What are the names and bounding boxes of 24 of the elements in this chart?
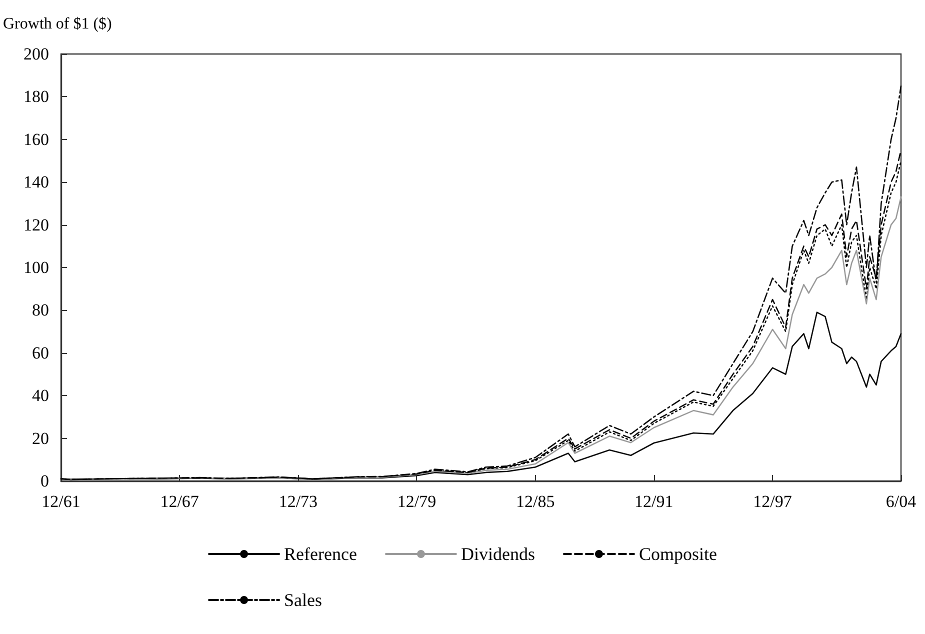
- legend-label: Reference: [284, 544, 357, 564]
- x-tick-label: 6/04: [886, 492, 917, 511]
- y-tick-label: 60: [32, 343, 49, 362]
- x-tick-label: 12/91: [634, 492, 674, 511]
- y-tick-label: 200: [24, 44, 49, 64]
- y-tick-label: 40: [32, 386, 49, 406]
- y-tick-label: 80: [32, 300, 49, 320]
- y-tick-label: 100: [24, 258, 49, 277]
- x-tick-label: 12/73: [278, 492, 318, 511]
- x-tick-label: 12/85: [516, 492, 555, 511]
- x-tick-label: 12/79: [397, 492, 436, 511]
- x-tick-label: 12/97: [753, 492, 792, 511]
- x-tick-label: 12/67: [160, 492, 200, 511]
- x-tick-label: 12/61: [42, 492, 80, 511]
- y-tick-label: 20: [32, 428, 49, 448]
- legend-label: Sales: [284, 590, 322, 610]
- y-tick-label: 140: [24, 172, 49, 192]
- y-tick-label: 180: [24, 87, 49, 106]
- legend-label: Dividends: [460, 544, 535, 564]
- y-tick-label: 120: [24, 215, 49, 234]
- y-tick-label: 0: [40, 472, 49, 490]
- legend-label: Composite: [638, 544, 717, 564]
- y-tick-label: 160: [24, 130, 49, 149]
- y-axis-title: Growth of $1 ($): [3, 16, 112, 32]
